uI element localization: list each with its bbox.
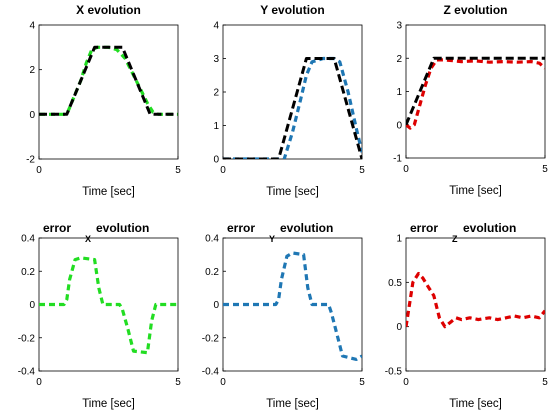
y-tick-label: -0.4: [202, 367, 220, 378]
chart-title: Z evolution: [444, 3, 508, 17]
measured-trajectory-line: [39, 256, 178, 355]
y-tick-label: -0.4: [18, 367, 36, 378]
x-tick-label: 5: [175, 377, 181, 388]
measured-trajectory-line: [406, 271, 545, 329]
x-axis-label: Time [sec]: [449, 398, 502, 410]
x-tick-label: 5: [359, 377, 365, 388]
chart-title-subscript: Z: [452, 234, 458, 244]
chart-title: error: [227, 221, 255, 235]
y-tick-label: 0.4: [21, 234, 35, 245]
y-tick-label: 0.5: [388, 278, 402, 289]
measured-trajectory-line: [223, 251, 362, 361]
y-tick-label: 2: [213, 88, 219, 99]
plot-area: [405, 237, 546, 372]
x-axis-label: Time [sec]: [82, 186, 135, 198]
chart-title-suffix: evolution: [463, 221, 516, 235]
measured-trajectory-line: [406, 58, 545, 130]
chart-title-suffix: evolution: [280, 221, 333, 235]
chart-title-subscript: X: [85, 234, 91, 244]
reference-trajectory-line: [39, 45, 178, 116]
y-tick-label: 4: [213, 21, 219, 32]
chart-title: Y evolution: [260, 3, 324, 17]
x-tick-label: 0: [220, 377, 226, 388]
y-tick-label: 0: [213, 155, 219, 166]
chart-panel-4: -0.4 -0.2 0 0.2 0.4 0 5 Time [sec] error Xevoluti…: [18, 221, 181, 410]
chart-title: error: [410, 221, 438, 235]
x-tick-label: 0: [403, 164, 409, 175]
y-tick-label: -2: [26, 155, 35, 166]
measured-trajectory-line: [39, 45, 178, 116]
chart-title-subscript: Y: [269, 234, 275, 244]
y-tick-label: -0.5: [385, 367, 403, 378]
x-tick-label: 0: [36, 165, 42, 176]
y-tick-label: 1: [213, 121, 219, 132]
x-tick-label: 5: [359, 165, 365, 176]
y-tick-label: 0: [396, 322, 402, 333]
chart-title: error: [43, 221, 71, 235]
chart-panel-5: -0.4 -0.2 0 0.2 0.4 0 5 Time [sec] error Yevoluti…: [202, 221, 365, 410]
y-tick-label: 3: [396, 21, 402, 32]
x-axis-label: Time [sec]: [449, 185, 502, 197]
x-axis-label: Time [sec]: [266, 186, 319, 198]
y-tick-label: 3: [213, 54, 219, 65]
reference-trajectory-line: [406, 56, 545, 126]
y-tick-label: -0.2: [202, 333, 220, 344]
x-tick-label: 5: [542, 164, 548, 175]
y-tick-label: 2: [396, 54, 402, 65]
x-axis-label: Time [sec]: [266, 398, 319, 410]
x-tick-label: 0: [220, 165, 226, 176]
x-tick-label: 0: [36, 377, 42, 388]
y-tick-label: 0: [29, 300, 35, 311]
x-tick-label: 0: [403, 377, 409, 388]
y-tick-label: 0.2: [21, 267, 35, 278]
y-tick-label: 0.2: [205, 267, 219, 278]
y-tick-label: 0: [29, 110, 35, 121]
plot-area: [222, 24, 363, 160]
plot-area: [38, 24, 179, 160]
chart-panel-2: 0 1 2 3 4 0 5 Time [sec] Y evolution: [213, 3, 365, 198]
y-tick-label: 0.4: [205, 234, 219, 245]
plot-area: [405, 24, 546, 159]
y-tick-label: -0.2: [18, 333, 36, 344]
y-tick-label: 2: [29, 65, 35, 76]
chart-title: X evolution: [76, 3, 141, 17]
y-tick-label: 0: [213, 300, 219, 311]
y-tick-label: 4: [29, 21, 35, 32]
y-tick-label: -1: [393, 154, 402, 165]
x-tick-label: 5: [175, 165, 181, 176]
x-axis-label: Time [sec]: [82, 398, 135, 410]
y-tick-label: 1: [396, 234, 402, 245]
x-tick-label: 5: [542, 377, 548, 388]
chart-title-suffix: evolution: [96, 221, 149, 235]
reference-trajectory-line: [223, 57, 362, 159]
measured-trajectory-line: [223, 56, 362, 159]
y-tick-label: 0: [396, 120, 402, 131]
y-tick-label: 1: [396, 87, 402, 98]
